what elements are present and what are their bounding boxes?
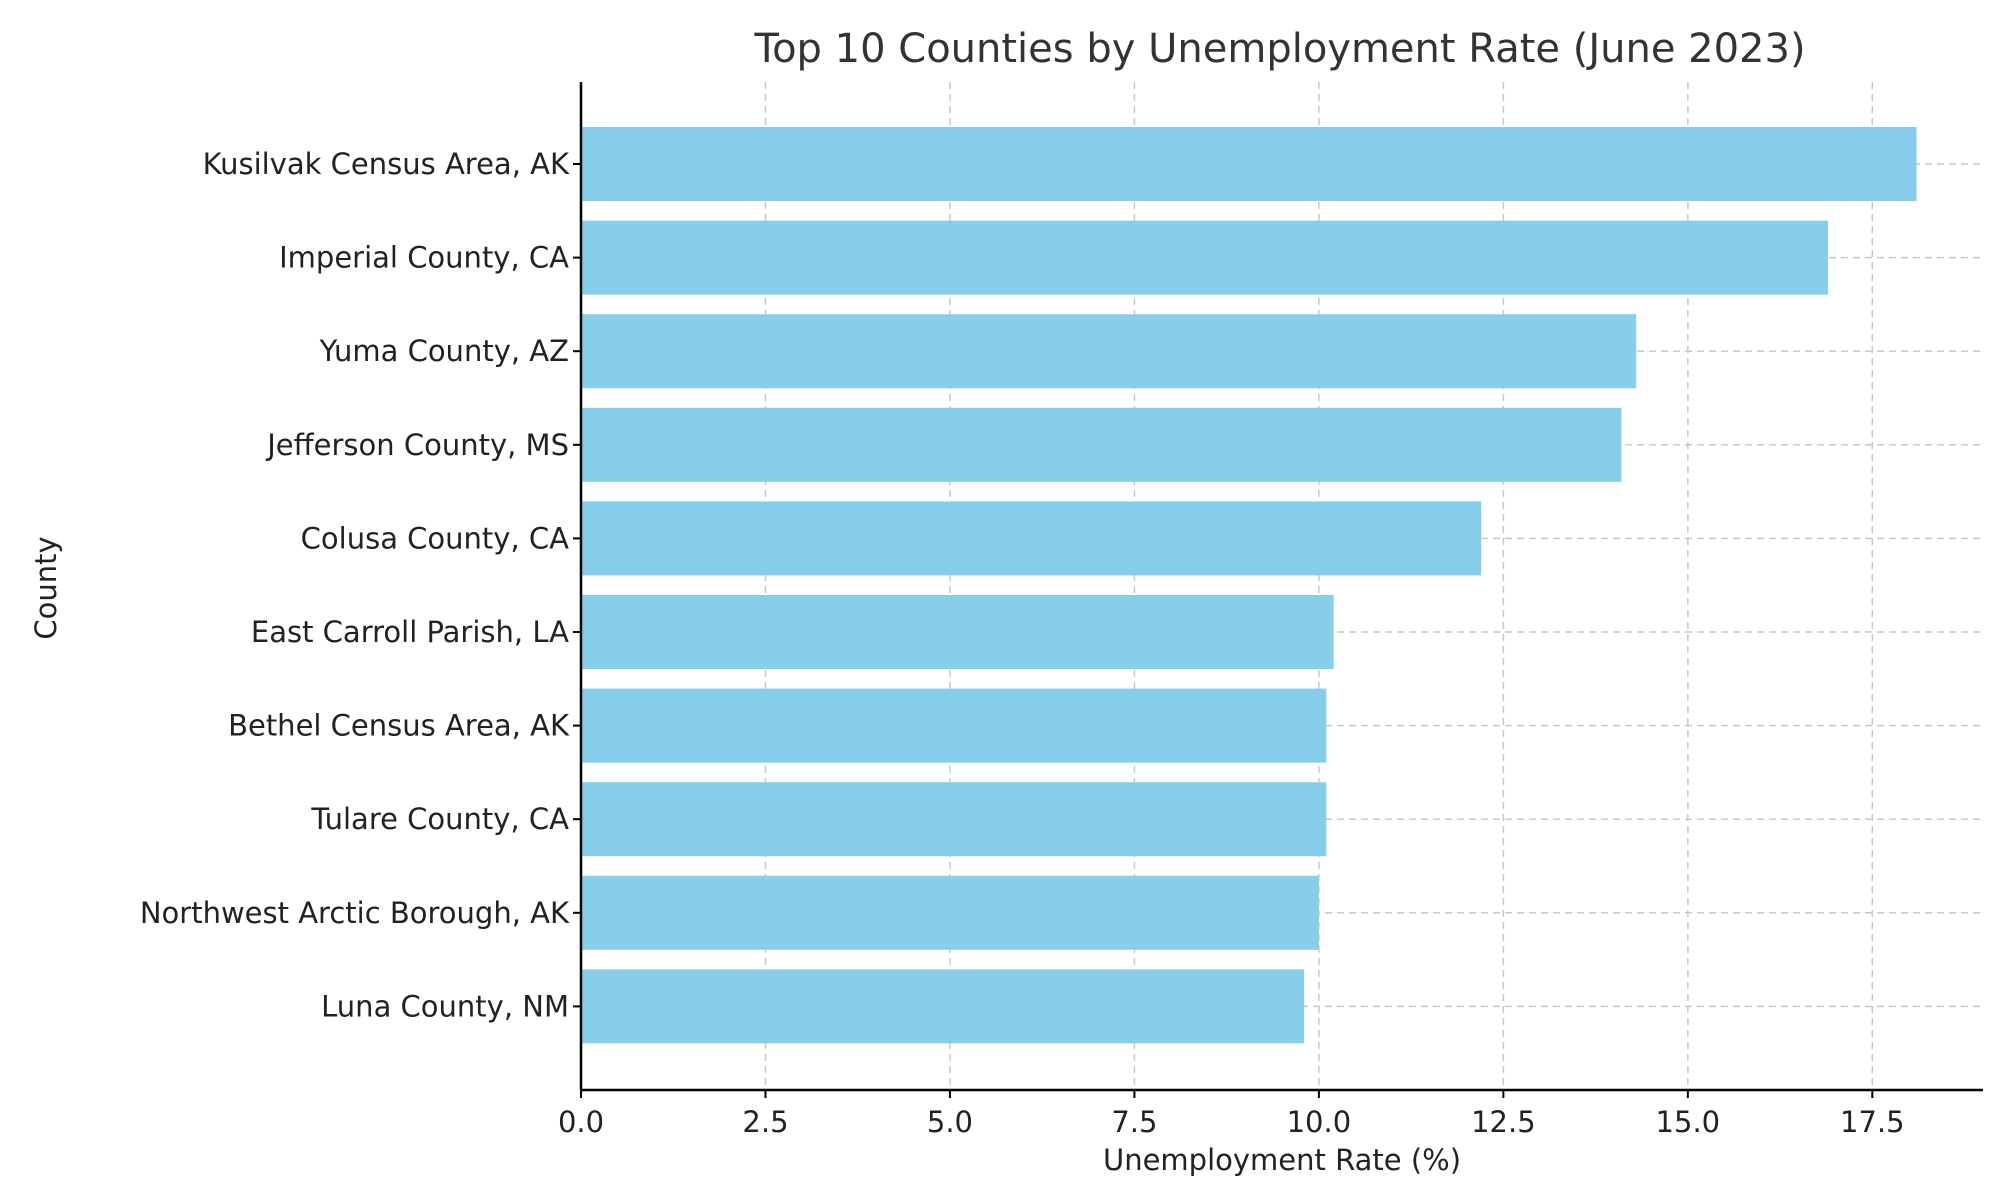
x-tick-label: 15.0: [1656, 1105, 1721, 1139]
x-tick-label: 7.5: [1111, 1105, 1157, 1139]
y-tick-label: Yuma County, AZ: [319, 334, 569, 368]
y-tick-label: Bethel Census Area, AK: [228, 709, 570, 743]
bar: [581, 875, 1319, 950]
bars: [581, 127, 1917, 1044]
bar: [581, 969, 1305, 1044]
x-axis-label: Unemployment Rate (%): [1103, 1143, 1461, 1177]
y-tick-label: East Carroll Parish, LA: [251, 615, 569, 649]
bar: [581, 501, 1482, 576]
x-tick-label: 5.0: [927, 1105, 973, 1139]
y-tick-label: Kusilvak Census Area, AK: [203, 147, 570, 181]
bar: [581, 407, 1622, 482]
y-tick-label: Luna County, NM: [321, 989, 569, 1023]
y-tick-label: Imperial County, CA: [279, 241, 569, 275]
x-tick-label: 2.5: [742, 1105, 788, 1139]
bar: [581, 127, 1917, 201]
x-tick-label: 12.5: [1471, 1105, 1536, 1139]
x-tick-label: 0.0: [558, 1105, 604, 1139]
chart-title: Top 10 Counties by Unemployment Rate (Ju…: [753, 26, 1805, 72]
y-tick-label: Jefferson County, MS: [265, 428, 569, 462]
bar: [581, 688, 1327, 763]
y-axis-ticks: Kusilvak Census Area, AK Imperial County,…: [140, 147, 581, 1023]
x-tick-label: 17.5: [1840, 1105, 1905, 1139]
bar: [581, 595, 1334, 669]
y-tick-label: Northwest Arctic Borough, AK: [140, 896, 570, 930]
y-tick-label: Colusa County, CA: [301, 521, 569, 555]
bar: [581, 314, 1637, 389]
y-axis-label: County: [29, 536, 63, 639]
bar: [581, 782, 1327, 857]
y-tick-label: Tulare County, CA: [310, 802, 569, 836]
bar: [581, 220, 1829, 295]
x-axis-ticks: 0.0 2.5 5.0 7.5 10.0 12.5 15.0 17.5: [558, 1090, 1905, 1139]
x-tick-label: 10.0: [1287, 1105, 1352, 1139]
